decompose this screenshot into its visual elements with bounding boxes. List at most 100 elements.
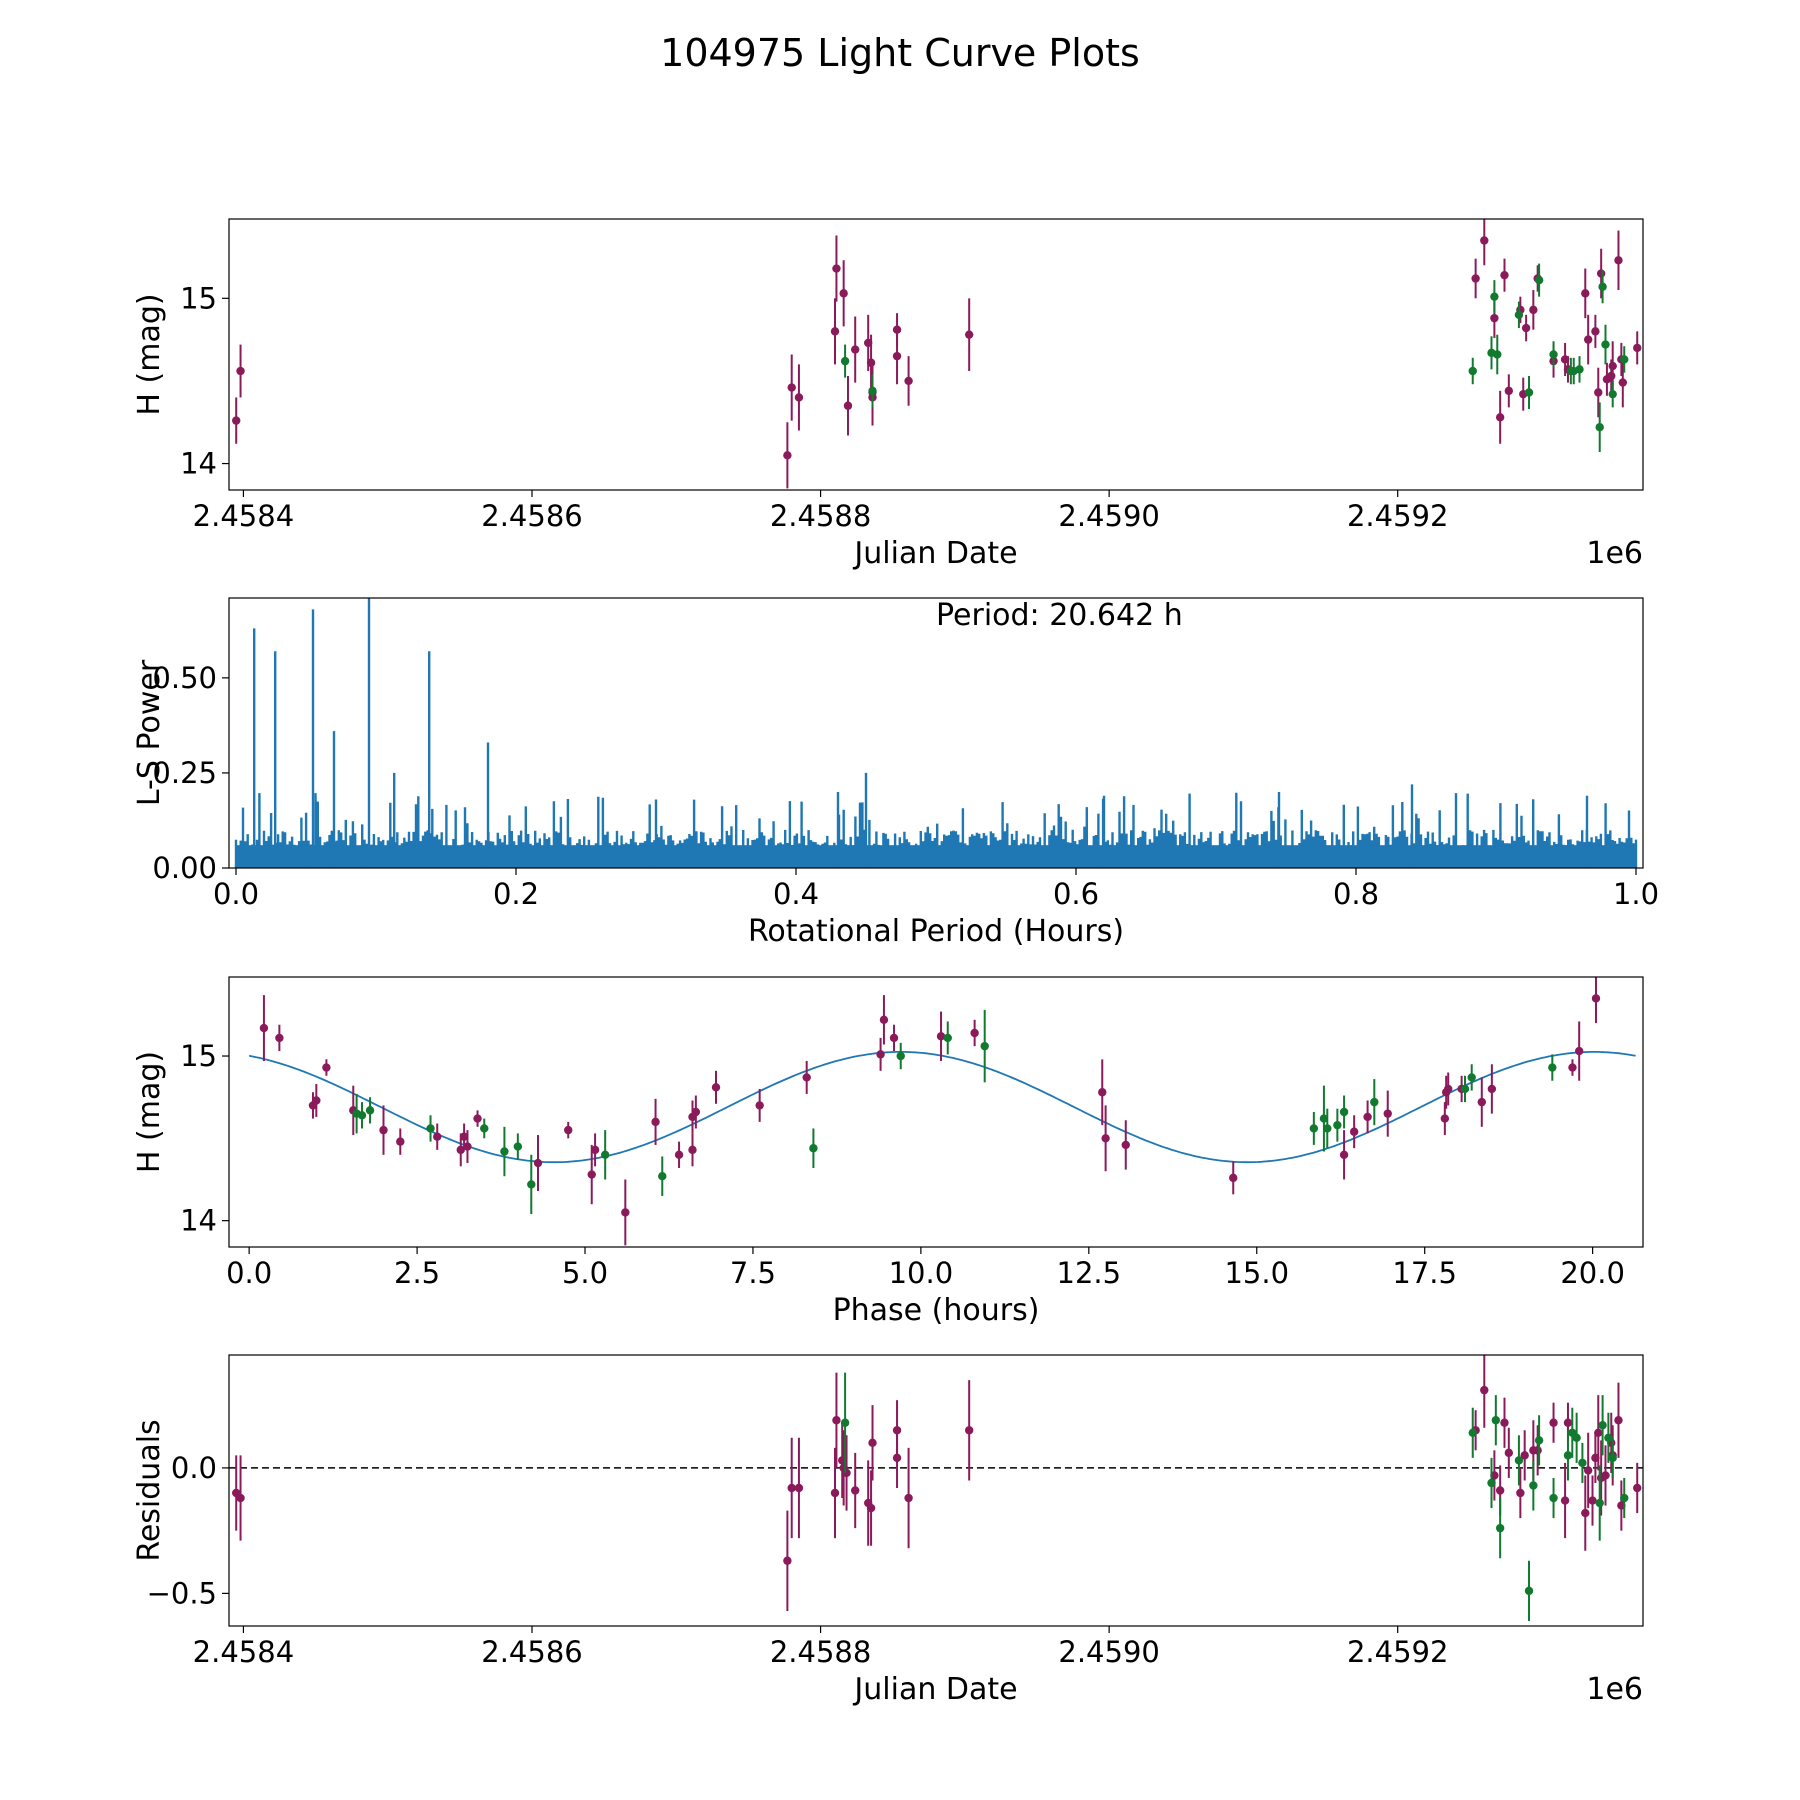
data-point [1487, 1478, 1496, 1488]
x-tick-label: 2.4588 [770, 499, 871, 533]
data-point [868, 386, 877, 396]
x-axis-label: Phase (hours) [833, 1293, 1040, 1328]
x-tick-label: 2.4592 [1347, 1635, 1448, 1669]
data-point [830, 327, 840, 336]
data-point [1524, 388, 1534, 397]
data-point [1633, 343, 1642, 353]
data-point [1596, 269, 1606, 278]
data-point [480, 1124, 489, 1133]
data-point [783, 451, 792, 460]
model-curve [249, 1051, 1636, 1164]
data-point [456, 1145, 465, 1155]
y-axis-label: Residuals [132, 1419, 167, 1561]
data-point [1607, 371, 1616, 381]
data-point [783, 1556, 792, 1565]
data-point [964, 330, 974, 339]
data-point [1583, 1466, 1593, 1475]
data-point [1548, 1063, 1557, 1072]
plot-area-periodogram [234, 598, 1638, 868]
x-tick-label: 2.4586 [481, 1635, 582, 1669]
panel-residuals: 2.4584 2.4586 2.4588 2.4590 2.4592 −0.5 0.0 Jul… [132, 1354, 1644, 1707]
data-point [1608, 1453, 1617, 1463]
data-point [1514, 310, 1524, 320]
data-point [433, 1132, 442, 1141]
panel-phased: 0.0 2.5 5.0 7.5 10.0 12.5 15.0 17.5 20.0 14 15 Phas… [132, 976, 1644, 1328]
data-point [832, 1416, 841, 1425]
data-point [1443, 1084, 1453, 1094]
data-point [1339, 1107, 1349, 1117]
plot-area-lightcurve [232, 219, 1642, 489]
data-point [1514, 1456, 1524, 1465]
data-point [590, 1145, 600, 1155]
data-point [1491, 1416, 1501, 1425]
data-point [889, 1033, 899, 1043]
data-point [1500, 1418, 1509, 1427]
data-point [259, 1023, 269, 1033]
x-tick-label: 2.4588 [770, 1635, 871, 1669]
panel-periodogram: Period: 20.642 h 0.0 0.2 0.4 0.6 0.8 1.0 0.00 0.… [132, 597, 1659, 949]
data-point [564, 1125, 573, 1135]
x-tick-label: 2.4584 [193, 1635, 294, 1669]
x-tick-label: 5.0 [562, 1256, 608, 1290]
data-point [1594, 1428, 1603, 1437]
data-point [1520, 1451, 1529, 1460]
x-tick-label: 2.4586 [481, 499, 582, 533]
data-point [1563, 1451, 1573, 1460]
period-annotation: Period: 20.642 h [936, 598, 1183, 633]
data-point [1521, 323, 1531, 333]
data-point [1383, 1109, 1392, 1118]
data-point [1529, 305, 1538, 315]
x-tick-label: 7.5 [730, 1256, 776, 1290]
data-point [1583, 335, 1593, 344]
data-point [232, 416, 241, 425]
data-point [312, 1096, 321, 1105]
data-point [794, 1483, 804, 1493]
data-point [1121, 1140, 1130, 1150]
x-axis-label: Julian Date [852, 1672, 1017, 1707]
data-point [1349, 1127, 1359, 1136]
data-point [879, 1015, 889, 1025]
data-point [365, 1106, 375, 1115]
data-point [1614, 256, 1623, 265]
data-point [896, 1051, 905, 1061]
data-point [1614, 1416, 1623, 1425]
data-point [809, 1144, 818, 1153]
data-point [904, 1493, 913, 1503]
y-tick-label: 0.00 [152, 851, 217, 885]
y-axis-label: H (mag) [132, 293, 167, 415]
data-point [357, 1111, 367, 1120]
data-point [1549, 1418, 1558, 1427]
y-tick-label: 14 [180, 447, 217, 481]
data-point [1591, 327, 1600, 336]
data-point [1620, 355, 1629, 364]
data-point [1588, 1496, 1597, 1505]
data-point [1339, 1150, 1349, 1160]
data-point [840, 1418, 850, 1427]
data-point [1549, 350, 1558, 359]
data-point [904, 376, 913, 386]
y-tick-label: 15 [180, 1039, 217, 1073]
data-point [842, 1468, 851, 1478]
y-tick-label: −0.5 [147, 1576, 217, 1610]
data-point [1633, 1483, 1642, 1493]
data-point [1468, 1428, 1477, 1437]
data-point [1574, 1046, 1584, 1056]
data-point [674, 1150, 684, 1160]
data-point [711, 1083, 721, 1092]
x-axis-label: Julian Date [852, 536, 1017, 571]
data-point [936, 1032, 946, 1041]
data-point [1490, 313, 1499, 323]
data-point [1333, 1120, 1342, 1130]
data-point [533, 1158, 543, 1168]
data-point [379, 1125, 388, 1135]
data-point [1563, 1418, 1573, 1427]
data-point [892, 325, 902, 334]
data-point [802, 1073, 811, 1082]
data-point [1598, 1421, 1607, 1430]
x-tick-label: 17.5 [1392, 1256, 1457, 1290]
data-point [587, 1170, 596, 1179]
x-tick-label: 2.4590 [1058, 1635, 1159, 1669]
data-point [832, 264, 841, 273]
data-point [1549, 1493, 1558, 1503]
